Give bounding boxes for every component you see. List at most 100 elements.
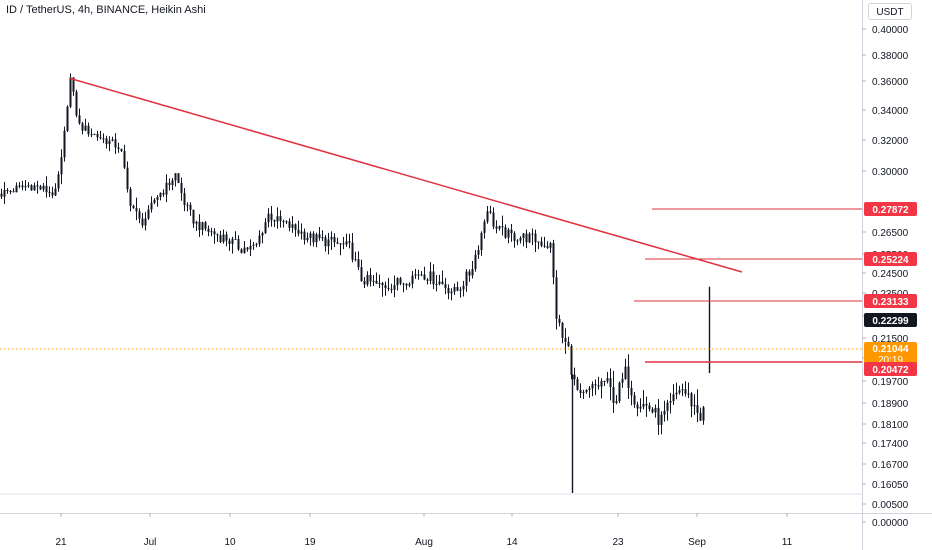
candle-body [426, 279, 429, 281]
candle-body [261, 233, 264, 236]
candle-body [462, 285, 465, 290]
candle-body [252, 244, 255, 246]
candle-body [645, 403, 648, 406]
price-tick-label: 0.34000 [872, 106, 909, 117]
level-price-label: 0.27872 [872, 205, 909, 216]
candle-body [501, 226, 504, 228]
candle-body [648, 405, 651, 410]
time-tick-label: 23 [612, 537, 624, 548]
candle-body [522, 233, 525, 238]
candle-body [516, 240, 519, 242]
price-tick-label: 0.16700 [872, 460, 909, 471]
candle-body [618, 382, 621, 402]
candle-body [474, 254, 477, 269]
candle-body [567, 341, 570, 347]
candle-body [693, 405, 696, 407]
bar-countdown-label: 20:19 [878, 355, 903, 366]
candle-body [126, 167, 129, 190]
level-price-label-bg [864, 252, 917, 266]
candle-body [606, 378, 609, 382]
candle-body [78, 115, 81, 124]
time-tick-label: 19 [304, 537, 316, 548]
candle-body [309, 233, 312, 238]
candle-body [669, 401, 672, 403]
candle-body [591, 384, 594, 389]
candle-body [123, 150, 126, 168]
candle-body [654, 407, 657, 413]
candle-body [132, 205, 135, 209]
candle-body [225, 234, 228, 241]
candle-body [414, 274, 417, 276]
candle-body [429, 271, 432, 281]
candle-body [483, 221, 486, 233]
candle-body [504, 227, 507, 238]
candle-body [396, 278, 399, 286]
candle-body [42, 185, 45, 190]
candle-body [600, 381, 603, 387]
candle-body [297, 229, 300, 234]
candle-body [378, 283, 381, 285]
candle-body [348, 241, 351, 243]
candle-body [546, 246, 549, 248]
candle-body [66, 106, 69, 131]
candle-body [681, 389, 684, 391]
candle-body [543, 245, 546, 247]
candle-body [360, 267, 363, 282]
candle-body [327, 239, 330, 247]
candle-body [141, 218, 144, 226]
candle-body [411, 275, 414, 284]
candle-body [609, 378, 612, 388]
candle-body [264, 222, 267, 234]
candle-body [384, 285, 387, 289]
candle-body [366, 274, 369, 285]
candle-body [405, 283, 408, 286]
price-axis[interactable]: 0.40000 0.38000 0.36000 0.34000 0.32000 0.300… [862, 25, 909, 529]
candle-body [51, 192, 54, 196]
price-tick-label: 0.16050 [872, 480, 909, 491]
candle-body [3, 189, 6, 197]
candle-body [84, 125, 87, 131]
candle-body [441, 281, 444, 285]
candle-body [243, 247, 246, 253]
candle-body [87, 125, 90, 135]
candle-body [216, 234, 219, 236]
candle-body [315, 234, 318, 243]
last-price-label-bg [864, 313, 917, 327]
candle-body [561, 322, 564, 338]
candle-body [156, 196, 159, 200]
candle-body [510, 229, 513, 234]
candle-body [270, 213, 273, 221]
time-axis[interactable]: 21 Jul 10 19 Aug 14 23 Sep 11 [55, 513, 793, 548]
level-price-label-bg [864, 294, 917, 308]
candle-body [249, 245, 252, 250]
time-tick-label: 10 [224, 537, 236, 548]
currency-selector-button[interactable]: USDT [868, 3, 912, 20]
candle-body [33, 185, 36, 191]
candle-body [60, 157, 63, 175]
candle-body [495, 226, 498, 229]
candle-body [333, 237, 336, 243]
time-tick-label: Sep [688, 537, 706, 548]
candle-body [399, 278, 402, 284]
candle-body [558, 318, 561, 323]
candle-body [621, 378, 624, 383]
price-tick-label: 0.17400 [872, 439, 909, 450]
candle-body [435, 283, 438, 285]
candle-body [345, 241, 348, 245]
candle-body [612, 387, 615, 403]
candle-body [639, 406, 642, 409]
candle-body [129, 189, 132, 206]
candle-body [48, 192, 51, 194]
candle-body [423, 274, 426, 280]
candle-body [549, 243, 552, 248]
candle-body [588, 388, 591, 390]
candle-body [363, 281, 366, 285]
candle-body [291, 224, 294, 228]
time-tick-label: Jul [144, 537, 157, 548]
candle-body [663, 410, 666, 415]
candle-body [237, 238, 240, 250]
candle-body [387, 288, 390, 290]
candle-body [135, 208, 138, 212]
candle-body [507, 229, 510, 238]
